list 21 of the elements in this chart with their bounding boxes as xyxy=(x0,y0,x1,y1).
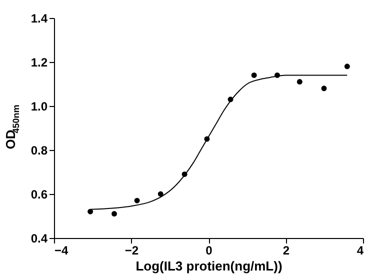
y-axis-title: OD450nm xyxy=(3,104,21,150)
point xyxy=(321,86,327,92)
x-tick-label: 4 xyxy=(356,244,364,258)
y-tick-label: 1.2 xyxy=(30,56,48,70)
y-tick-label: 0.8 xyxy=(30,144,48,158)
y-tick-label: 1.4 xyxy=(30,12,48,26)
y-tick-label: 1.0 xyxy=(30,100,48,114)
point xyxy=(112,211,117,217)
x-axis-title: Log(IL3 protien(ng/mL)) xyxy=(136,258,282,274)
y-tick-label: 0.6 xyxy=(30,188,48,202)
point xyxy=(344,64,350,70)
point xyxy=(88,208,94,214)
point xyxy=(251,72,257,78)
x-tick-label: 2 xyxy=(282,244,290,258)
y-tick-label: 0.4 xyxy=(30,232,48,246)
x-tick-label: −4 xyxy=(54,244,69,258)
x-tick-label: 0 xyxy=(206,244,213,258)
point xyxy=(296,79,302,85)
point xyxy=(158,191,164,197)
x-tick-label: −2 xyxy=(124,244,139,258)
point xyxy=(134,198,140,204)
